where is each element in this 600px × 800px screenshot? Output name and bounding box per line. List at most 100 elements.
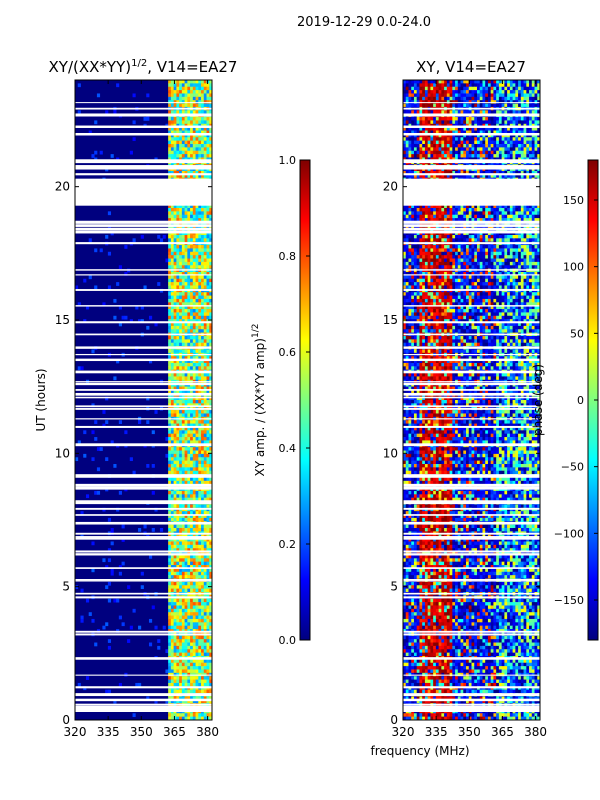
heatmap-cell <box>190 265 194 270</box>
heatmap-cell <box>181 598 185 603</box>
heatmap-cell <box>405 150 409 155</box>
heatmap-cell <box>192 497 196 502</box>
heatmap-cell <box>526 80 530 84</box>
heatmap-cell <box>176 396 180 401</box>
heatmap-cell <box>482 174 486 179</box>
heatmap-cell <box>509 90 513 94</box>
heatmap-cell <box>154 699 158 704</box>
heatmap-cell <box>201 292 205 296</box>
heatmap-cell <box>507 137 511 142</box>
heatmap-cell <box>176 110 180 115</box>
heatmap-cell <box>198 147 202 152</box>
heatmap-cell <box>176 568 180 573</box>
heatmap-cell <box>408 144 412 148</box>
heatmap-cell <box>206 622 210 627</box>
heatmap-cell <box>176 137 180 142</box>
heatmap-cell <box>168 403 172 408</box>
heatmap-cell <box>209 295 212 300</box>
heatmap-cell <box>201 312 205 317</box>
heatmap-cell <box>195 565 199 569</box>
heatmap-cell <box>487 127 492 131</box>
heatmap-cell <box>192 319 196 323</box>
heatmap-cell <box>490 110 494 115</box>
heatmap-cell <box>206 649 210 654</box>
heatmap-cell <box>438 86 442 91</box>
flagged-line <box>75 686 212 689</box>
heatmap-cell <box>184 150 188 155</box>
heatmap-cell <box>195 622 199 627</box>
heatmap-cell <box>529 117 533 121</box>
heatmap-cell <box>449 140 453 145</box>
heatmap-cell <box>206 305 210 310</box>
heatmap-cell <box>176 174 180 179</box>
heatmap-cell <box>105 622 109 627</box>
heatmap-cell <box>116 359 120 364</box>
heatmap-cell <box>498 80 503 84</box>
heatmap-cell <box>408 154 412 158</box>
flagged-line <box>75 165 212 168</box>
heatmap-cell <box>206 696 210 701</box>
x-tick-label: 335 <box>97 725 120 739</box>
heatmap-cell <box>176 285 180 290</box>
heatmap-cell <box>170 147 175 152</box>
heatmap-cell <box>195 524 199 529</box>
heatmap-cell <box>184 231 188 236</box>
heatmap-cell <box>446 110 450 115</box>
heatmap-cell <box>507 117 511 121</box>
heatmap-cell <box>121 561 125 566</box>
heatmap-cell <box>526 144 530 148</box>
heatmap-cell <box>403 174 407 179</box>
heatmap-cell <box>449 120 453 125</box>
heatmap-cell <box>209 373 212 377</box>
heatmap-cell <box>179 659 183 664</box>
heatmap-cell <box>88 238 92 243</box>
heatmap-cell <box>209 713 212 718</box>
heatmap-cell <box>187 144 191 148</box>
heatmap-cell <box>187 652 191 657</box>
heatmap-cell <box>173 713 177 718</box>
heatmap-cell <box>498 117 503 121</box>
heatmap-cell <box>190 477 194 482</box>
heatmap-cell <box>173 420 177 424</box>
heatmap-cell <box>190 150 194 155</box>
heatmap-cell <box>173 140 177 145</box>
heatmap-cell <box>422 170 426 175</box>
heatmap-cell <box>466 86 470 91</box>
heatmap-cell <box>190 713 194 718</box>
heatmap-cell <box>466 80 470 84</box>
heatmap-cell <box>198 376 202 381</box>
heatmap-cell <box>179 248 183 253</box>
heatmap-cell <box>534 120 538 125</box>
heatmap-cell <box>179 231 183 236</box>
heatmap-cell <box>187 305 191 310</box>
heatmap-cell <box>482 130 486 135</box>
heatmap-cell <box>162 234 166 239</box>
heatmap-cell <box>179 373 183 377</box>
heatmap-cell <box>170 669 175 674</box>
heatmap-cell <box>493 137 497 142</box>
heatmap-cell <box>201 470 205 475</box>
heatmap-cell <box>192 544 196 549</box>
heatmap-cell <box>157 234 161 239</box>
heatmap-cell <box>168 652 172 657</box>
heatmap-cell <box>190 90 194 94</box>
heatmap-cell <box>192 137 196 142</box>
heatmap-cell <box>179 645 183 650</box>
heatmap-cell <box>190 565 194 569</box>
heatmap-cell <box>209 467 212 472</box>
heatmap-cell <box>198 470 202 475</box>
heatmap-cell <box>201 386 205 391</box>
heatmap-cell <box>170 298 175 303</box>
heatmap-cell <box>403 80 407 84</box>
heatmap-cell <box>168 699 172 704</box>
heatmap-cell <box>181 464 185 468</box>
heatmap-cell <box>485 117 489 121</box>
heatmap-cell <box>206 554 210 559</box>
heatmap-cell <box>455 110 459 115</box>
flagged-line <box>75 346 212 349</box>
x-tick-label: 365 <box>163 725 186 739</box>
heatmap-cell <box>195 278 199 283</box>
heatmap-cell <box>444 80 448 84</box>
heatmap-cell <box>173 315 177 320</box>
